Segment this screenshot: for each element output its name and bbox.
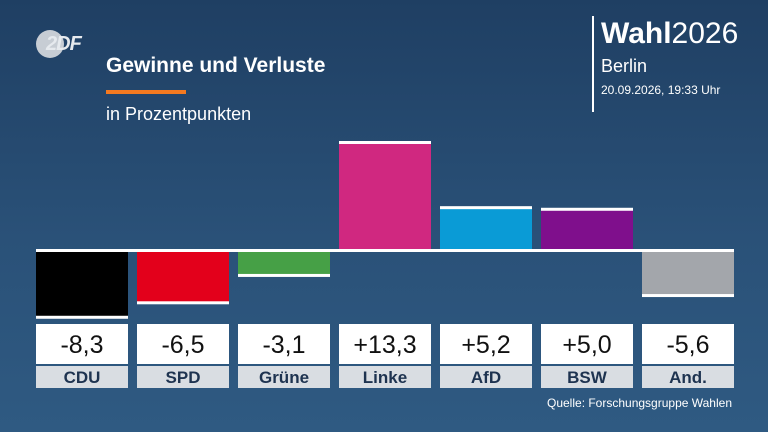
bar-cap-linke	[339, 141, 431, 144]
category-box-and	[642, 366, 734, 388]
category-label-linke: Linke	[363, 368, 407, 387]
election-header: Wahl2026 Berlin 20.09.2026, 19:33 Uhr	[592, 16, 738, 112]
zdf-logo-circle	[36, 30, 64, 58]
category-label-bsw: BSW	[567, 368, 608, 387]
value-label-linke: +13,3	[353, 331, 416, 359]
bar-linke	[339, 143, 431, 250]
election-city: Berlin	[601, 56, 648, 76]
election-year: 2026	[671, 17, 739, 50]
value-box-linke	[339, 324, 431, 364]
value-label-cdu: -8,3	[60, 331, 103, 359]
category-label-afd: AfD	[471, 368, 501, 387]
election-timestamp: 20.09.2026, 19:33 Uhr	[601, 83, 721, 97]
value-box-bsw	[541, 324, 633, 364]
value-label-afd: +5,2	[461, 331, 510, 359]
value-box-afd	[440, 324, 532, 364]
category-box-afd	[440, 366, 532, 388]
zdf-logo: 2DF	[36, 30, 90, 58]
category-box-linke	[339, 366, 431, 388]
source-note: Quelle: Forschungsgruppe Wahlen	[547, 396, 732, 410]
chart-title: Gewinne und Verluste	[106, 54, 326, 77]
zero-baseline	[36, 249, 734, 252]
value-box-spd	[137, 324, 229, 364]
category-label-cdu: CDU	[64, 368, 101, 387]
bar-cap-and	[642, 294, 734, 298]
category-label-and: And.	[669, 368, 707, 387]
bar-cdu	[36, 250, 128, 317]
bar-cap-bsw	[541, 207, 633, 211]
title-accent-line	[106, 90, 186, 94]
bar-afd	[440, 208, 532, 250]
category-box-bsw	[541, 366, 633, 388]
category-label-gr-ne: Grüne	[259, 368, 309, 387]
category-box-gr-ne	[238, 366, 330, 388]
zdf-logo-text: 2DF	[46, 33, 82, 55]
value-label-spd: -6,5	[161, 331, 204, 359]
bar-cap-cdu	[36, 315, 128, 319]
category-box-cdu	[36, 366, 128, 388]
bar-cap-spd	[137, 301, 229, 305]
bar-spd	[137, 250, 229, 303]
bar-cap-gr-ne	[238, 273, 330, 277]
value-label-gr-ne: -3,1	[262, 331, 305, 359]
election-title: Wahl2026	[601, 16, 738, 52]
value-label-bsw: +5,0	[562, 331, 611, 359]
category-label-spd: SPD	[166, 368, 201, 387]
value-box-cdu	[36, 324, 128, 364]
election-title-word: Wahl	[601, 17, 672, 50]
category-box-spd	[137, 366, 229, 388]
bar-gr-ne	[238, 250, 330, 275]
value-label-and: -5,6	[666, 331, 709, 359]
value-box-gr-ne	[238, 324, 330, 364]
value-box-and	[642, 324, 734, 364]
bar-and	[642, 250, 734, 296]
bar-cap-afd	[440, 206, 532, 210]
chart-subtitle: in Prozentpunkten	[106, 104, 252, 124]
bar-bsw	[541, 209, 633, 250]
